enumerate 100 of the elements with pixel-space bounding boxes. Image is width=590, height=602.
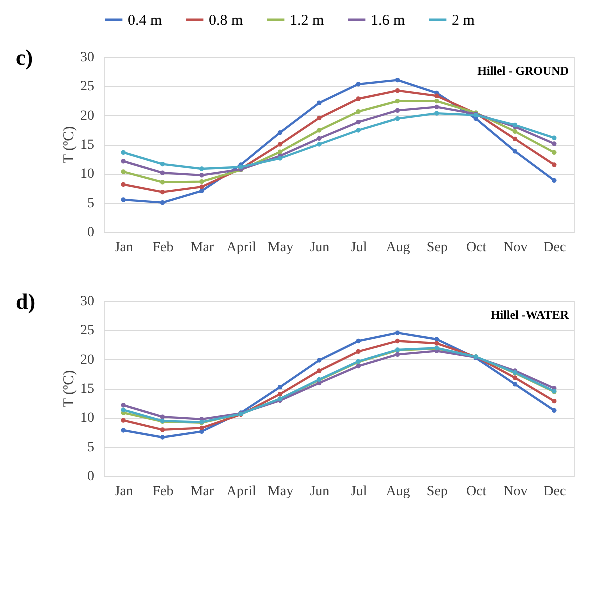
point — [434, 341, 440, 346]
point — [160, 170, 166, 176]
point — [200, 173, 204, 178]
point — [552, 136, 557, 140]
point — [160, 200, 166, 206]
y-axis-title: T (ºC) — [62, 370, 78, 408]
point — [395, 116, 400, 122]
y-tick-label: 25 — [80, 324, 94, 339]
y-tick-label: 15 — [80, 382, 94, 397]
point — [512, 382, 518, 387]
point — [356, 96, 361, 102]
point — [160, 162, 166, 167]
point — [121, 170, 126, 174]
point — [356, 364, 361, 369]
y-tick-label: 0 — [88, 470, 94, 484]
point — [200, 188, 204, 194]
point — [434, 104, 440, 110]
point — [121, 198, 126, 202]
y-tick-label: 30 — [80, 50, 94, 66]
y-tick-label: 15 — [80, 138, 94, 153]
point — [121, 403, 126, 408]
point — [356, 349, 361, 354]
x-tick-label: Mar — [190, 484, 214, 500]
point — [552, 162, 557, 168]
point — [395, 338, 400, 344]
point — [356, 109, 361, 114]
y-tick-label: 10 — [80, 411, 94, 426]
x-tick-label: April — [226, 484, 256, 500]
point — [121, 408, 126, 412]
x-tick-label: Feb — [152, 484, 174, 500]
point — [395, 352, 400, 358]
x-tick-label: Jun — [310, 484, 330, 500]
point — [395, 78, 400, 83]
y-tick-label: 20 — [80, 352, 94, 368]
point — [160, 428, 166, 432]
x-tick-label: Nov — [504, 484, 528, 500]
point — [317, 142, 322, 147]
point — [200, 179, 204, 184]
point — [200, 426, 204, 431]
x-tick-label: Dec — [544, 240, 566, 256]
point — [317, 100, 322, 106]
annotation: Hillel - GROUND — [478, 64, 570, 78]
x-tick-label: Jun — [310, 240, 330, 256]
point — [512, 149, 518, 154]
x-tick-label: April — [226, 240, 256, 256]
point — [434, 94, 440, 98]
y-tick-label: 0 — [88, 226, 94, 240]
point — [160, 414, 166, 420]
y-tick-label: 25 — [80, 80, 94, 95]
point — [434, 111, 440, 116]
point — [434, 337, 440, 342]
point — [278, 130, 283, 136]
legend-label: 0.4 m — [128, 13, 162, 29]
point — [121, 182, 126, 188]
chart-title: d) — [16, 289, 36, 314]
point — [552, 408, 557, 414]
y-axis-title: T (ºC) — [62, 126, 78, 164]
x-tick-label: May — [268, 240, 294, 256]
point — [317, 128, 322, 133]
point — [278, 392, 283, 397]
point — [160, 180, 166, 185]
point — [317, 368, 322, 374]
legend-label: 2 m — [452, 13, 476, 29]
point — [160, 190, 166, 195]
point — [395, 98, 400, 104]
x-tick-label: Aug — [386, 484, 410, 500]
x-tick-label: Oct — [466, 484, 487, 500]
legend-label: 1.6 m — [371, 13, 406, 29]
point — [317, 116, 322, 121]
x-tick-label: Aug — [386, 240, 410, 256]
point — [395, 108, 400, 114]
point — [121, 150, 126, 156]
x-tick-label: Oct — [466, 240, 487, 256]
point — [160, 435, 166, 440]
y-tick-label: 5 — [88, 196, 94, 212]
point — [552, 150, 557, 156]
point — [552, 142, 557, 146]
point — [552, 398, 557, 404]
point — [356, 82, 361, 87]
point — [356, 120, 361, 125]
chart-title: c) — [16, 45, 34, 70]
y-tick-label: 10 — [80, 167, 94, 182]
point — [200, 166, 204, 172]
x-tick-label: Nov — [504, 240, 528, 256]
point — [121, 428, 126, 433]
point — [317, 358, 322, 363]
point — [200, 184, 204, 190]
point — [121, 159, 126, 164]
x-tick-label: Mar — [190, 240, 214, 256]
point — [356, 338, 361, 344]
x-tick-label: May — [268, 484, 294, 500]
legend-label: 0.8 m — [209, 13, 244, 29]
annotation: Hillel -WATER — [490, 308, 570, 322]
x-tick-label: Sep — [426, 240, 448, 256]
point — [278, 142, 283, 147]
point — [278, 156, 283, 161]
x-tick-label: Jul — [350, 484, 368, 500]
point — [434, 98, 440, 104]
point — [395, 88, 400, 94]
point — [278, 150, 283, 154]
